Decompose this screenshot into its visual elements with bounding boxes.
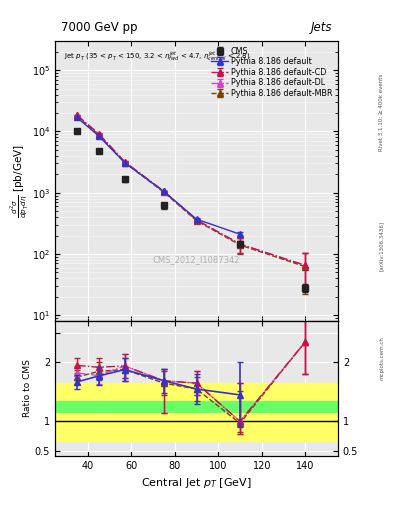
Bar [88,401,109,413]
Text: 7000 GeV pp: 7000 GeV pp [61,21,137,34]
Text: Rivet 3.1.10; ≥ 400k events: Rivet 3.1.10; ≥ 400k events [379,74,384,151]
Bar [192,383,273,442]
Text: [arXiv:1306.3436]: [arXiv:1306.3436] [379,221,384,271]
Y-axis label: Ratio to CMS: Ratio to CMS [23,359,32,417]
Text: mcplots.cern.ch: mcplots.cern.ch [379,336,384,380]
Y-axis label: $\frac{d^2\sigma}{dp_T d\eta}$ [pb/GeV]: $\frac{d^2\sigma}{dp_T d\eta}$ [pb/GeV] [9,144,30,218]
Bar [142,383,192,442]
Text: Jet $p_T$ (35 < $p_T$ < 150, 3.2 < $\eta^{jet}_{fwd}$ < 4.7, $\eta^{jet}_{centra: Jet $p_T$ (35 < $p_T$ < 150, 3.2 < $\eta… [64,49,250,63]
Bar [109,383,142,442]
Text: CMS_2012_I1087342: CMS_2012_I1087342 [153,255,240,264]
Bar [192,401,273,413]
Bar [55,383,88,442]
Text: Jets: Jets [311,21,332,34]
Bar [142,401,192,413]
Bar [55,401,88,413]
Legend: CMS, Pythia 8.186 default, Pythia 8.186 default-CD, Pythia 8.186 default-DL, Pyt: CMS, Pythia 8.186 default, Pythia 8.186 … [209,45,334,100]
Bar [109,401,142,413]
X-axis label: Central Jet $p_T$ [GeV]: Central Jet $p_T$ [GeV] [141,476,252,490]
Bar [88,383,109,442]
Bar [273,383,338,442]
Bar [273,401,338,413]
